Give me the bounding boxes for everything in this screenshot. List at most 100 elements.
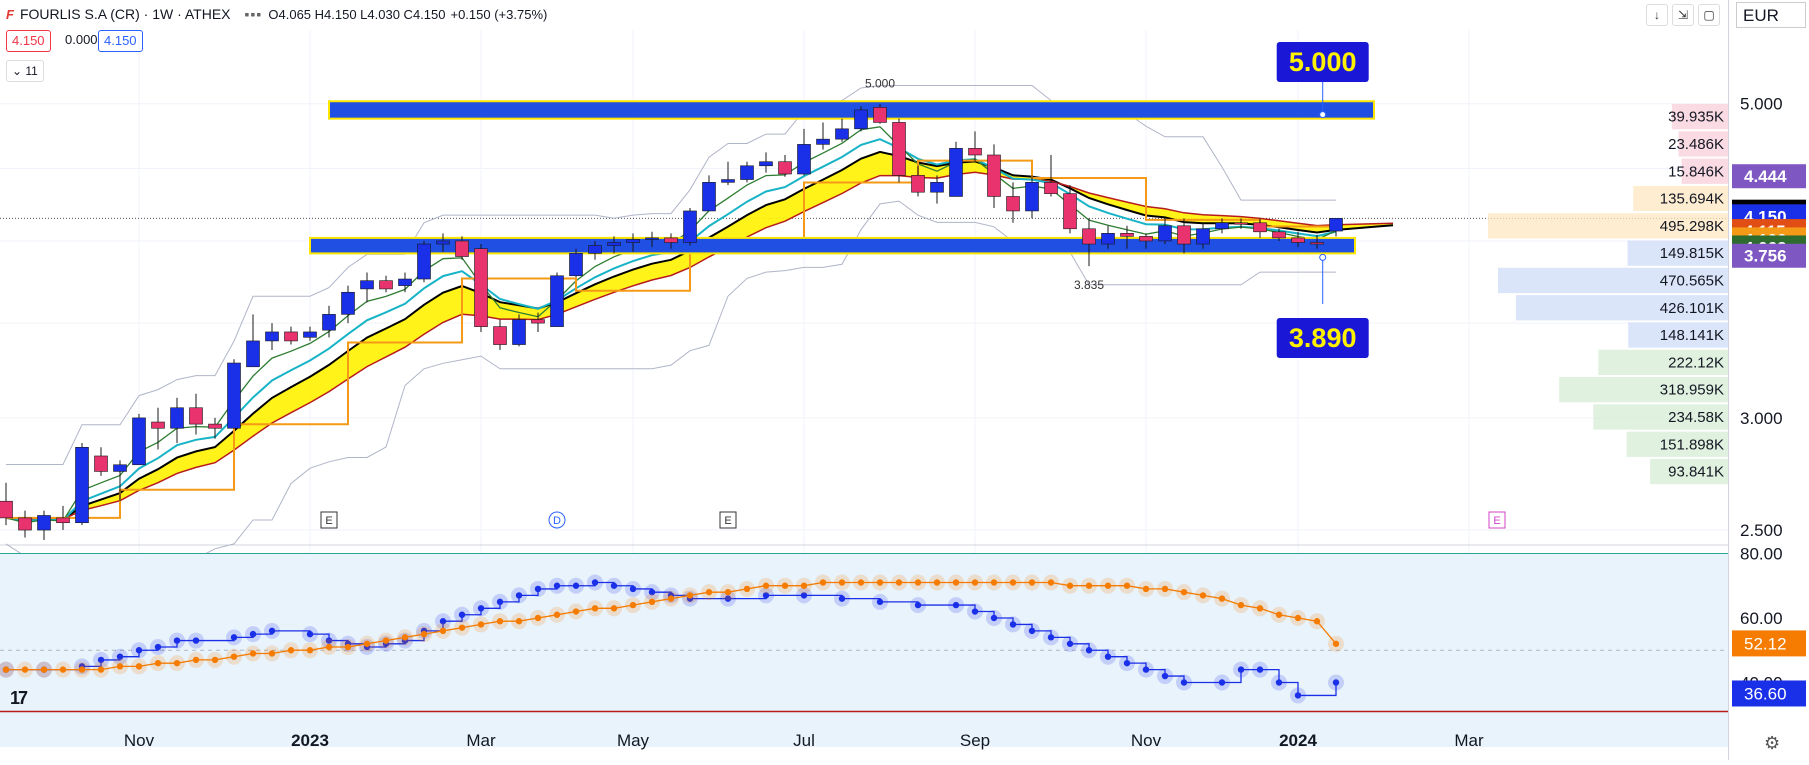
candle[interactable] xyxy=(797,128,811,176)
candle[interactable] xyxy=(151,407,165,450)
candle[interactable] xyxy=(1063,185,1077,234)
candle[interactable] xyxy=(455,236,469,260)
candle[interactable] xyxy=(398,272,412,293)
candle[interactable] xyxy=(930,175,944,204)
support-resistance-zones[interactable]: 5.000 3.890 xyxy=(309,42,1375,358)
candle[interactable] xyxy=(1006,182,1020,223)
candle[interactable] xyxy=(341,285,355,324)
candle[interactable] xyxy=(987,144,1001,209)
collapse-icon[interactable]: ⇲ xyxy=(1672,4,1694,26)
candle[interactable] xyxy=(1082,218,1096,267)
candle[interactable] xyxy=(854,106,868,132)
candlestick-series[interactable] xyxy=(0,103,1343,540)
candle[interactable] xyxy=(132,413,146,466)
candle[interactable] xyxy=(474,244,488,332)
candle[interactable] xyxy=(721,161,735,186)
candle[interactable] xyxy=(835,118,849,142)
candle[interactable] xyxy=(75,443,89,526)
gear-icon[interactable]: ⚙ xyxy=(1764,733,1781,753)
candle[interactable] xyxy=(1025,175,1039,219)
candle[interactable] xyxy=(892,118,906,183)
stoch-k-point xyxy=(439,618,447,625)
candle[interactable] xyxy=(246,314,260,368)
candle[interactable] xyxy=(1101,225,1115,249)
candle[interactable] xyxy=(1329,218,1343,237)
buy-price-button[interactable]: 4.150 xyxy=(98,30,143,52)
tradingview-logo-icon[interactable]: 17 xyxy=(10,688,28,708)
candle[interactable] xyxy=(1120,225,1134,249)
stoch-d-point xyxy=(1275,611,1283,618)
earnings-marker[interactable] xyxy=(1488,511,1506,529)
candle[interactable] xyxy=(1253,218,1267,238)
candle[interactable] xyxy=(1215,218,1229,234)
candle[interactable] xyxy=(1158,218,1172,245)
indicators-toggle[interactable]: ⌄ 11 xyxy=(6,60,44,82)
candle[interactable] xyxy=(1272,228,1286,241)
candle[interactable] xyxy=(303,326,317,341)
candle[interactable] xyxy=(284,326,298,345)
candle[interactable] xyxy=(94,447,108,476)
candle[interactable] xyxy=(740,161,754,183)
candle[interactable] xyxy=(683,208,697,246)
candle[interactable] xyxy=(626,233,640,252)
sell-price-button[interactable]: 4.150 xyxy=(6,30,51,52)
candle[interactable] xyxy=(1291,231,1305,248)
candle[interactable] xyxy=(436,233,450,252)
event-marker-label: D xyxy=(553,515,561,527)
candle-body xyxy=(1120,233,1134,237)
stoch-d-point xyxy=(534,614,542,622)
candle-body xyxy=(550,275,564,327)
candle[interactable] xyxy=(56,505,70,531)
candle[interactable] xyxy=(170,397,184,444)
candle[interactable] xyxy=(607,236,621,254)
candle[interactable] xyxy=(417,240,431,283)
candle[interactable] xyxy=(645,231,659,248)
candle[interactable] xyxy=(493,319,507,351)
candle[interactable] xyxy=(873,103,887,124)
candle[interactable] xyxy=(550,272,564,327)
candle-body xyxy=(778,161,792,175)
price-zone[interactable] xyxy=(328,100,1375,120)
candle[interactable] xyxy=(18,510,32,538)
candle[interactable] xyxy=(531,312,545,332)
candle[interactable] xyxy=(911,165,925,197)
candle[interactable] xyxy=(1234,218,1248,229)
candle[interactable] xyxy=(512,314,526,347)
stoch-d-point xyxy=(1199,592,1207,599)
currency-selector[interactable]: EUR xyxy=(1736,2,1806,28)
candle[interactable] xyxy=(816,122,830,150)
candle[interactable] xyxy=(778,154,792,177)
candle[interactable] xyxy=(949,141,963,197)
candle[interactable] xyxy=(1196,222,1210,249)
candle[interactable] xyxy=(208,417,222,439)
candle[interactable] xyxy=(0,482,13,526)
candle[interactable] xyxy=(265,323,279,351)
candle[interactable] xyxy=(37,510,51,540)
earnings-marker[interactable] xyxy=(320,511,338,529)
candle[interactable] xyxy=(1177,218,1191,254)
candle[interactable] xyxy=(360,272,374,303)
candle[interactable] xyxy=(227,359,241,429)
earnings-marker[interactable] xyxy=(719,511,737,529)
candle[interactable] xyxy=(759,152,773,173)
candle[interactable] xyxy=(588,240,602,260)
candle[interactable] xyxy=(702,175,716,212)
candle[interactable] xyxy=(379,275,393,293)
fullscreen-icon[interactable]: ▢ xyxy=(1698,4,1720,26)
symbol-legend[interactable]: F FOURLIS S.A (CR) · 1W · ATHEX ▪▪▪ O4.0… xyxy=(6,4,548,24)
dividend-marker[interactable] xyxy=(548,511,566,529)
candle[interactable] xyxy=(569,248,583,278)
candle[interactable] xyxy=(1310,234,1324,249)
candle[interactable] xyxy=(113,460,127,502)
candle[interactable] xyxy=(189,393,203,435)
symbol-title[interactable]: FOURLIS S.A (CR) · 1W · ATHEX xyxy=(19,6,231,22)
candle[interactable] xyxy=(664,233,678,249)
more-dots-icon[interactable]: ▪▪▪ xyxy=(244,6,263,22)
stochastic-panel[interactable] xyxy=(0,552,1728,748)
candle[interactable] xyxy=(322,305,336,338)
candle[interactable] xyxy=(968,131,982,162)
download-icon[interactable]: ↓ xyxy=(1646,4,1668,26)
candle[interactable] xyxy=(1139,233,1153,249)
candle[interactable] xyxy=(1044,154,1058,197)
